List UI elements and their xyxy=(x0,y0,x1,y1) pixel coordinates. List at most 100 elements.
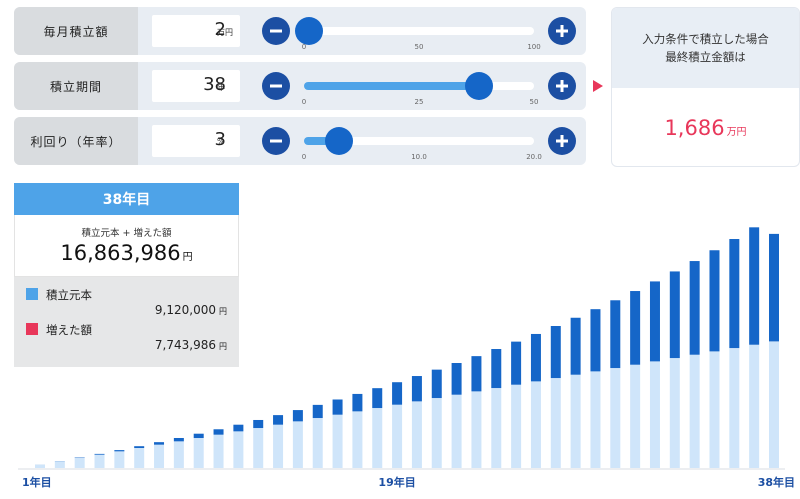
bar-principal-9 xyxy=(193,438,204,468)
period-slider-thumb[interactable] xyxy=(464,72,493,100)
bar-principal-19 xyxy=(392,404,403,468)
bar-principal-24 xyxy=(491,388,502,468)
summary-breakdown: 積立元本 9,120,000 円 増えた額 7,743,986 円 xyxy=(14,277,239,367)
monthly-amount-plus-button[interactable] xyxy=(548,17,576,45)
result-amount: 1,686 xyxy=(664,115,725,140)
yield-plus-button[interactable] xyxy=(548,127,576,155)
period-input[interactable]: 38 xyxy=(152,70,240,102)
yield-slider-thumb[interactable] xyxy=(324,127,353,155)
bar-principal-16 xyxy=(332,414,343,468)
summary-total-box: 積立元本 + 増えた額 16,863,986 円 xyxy=(14,215,239,277)
x-tick-label-38: 38年目 xyxy=(758,475,795,489)
period-slider[interactable] xyxy=(304,82,534,90)
monthly-amount-tick-min: 0 xyxy=(301,43,307,51)
bar-gain-36 xyxy=(729,239,740,349)
bar-gain-24 xyxy=(491,349,502,389)
bar-principal-33 xyxy=(669,358,680,468)
bar-principal-15 xyxy=(312,418,323,468)
period-value: 38 xyxy=(203,74,226,95)
bar-gain-20 xyxy=(411,376,422,402)
summary-total-value: 16,863,986 xyxy=(60,241,181,265)
period-row: 積立期間 38 年 0 25 50 xyxy=(14,62,586,110)
period-plus-button[interactable] xyxy=(548,72,576,100)
bar-principal-23 xyxy=(471,391,482,468)
bar-gain-4 xyxy=(94,453,105,455)
result-arrow-icon xyxy=(593,80,603,92)
bar-gain-5 xyxy=(114,450,125,452)
monthly-amount-value: 2 xyxy=(214,19,226,40)
result-body: 1,686 万円 xyxy=(612,88,799,166)
bar-principal-7 xyxy=(154,444,165,468)
period-minus-button[interactable] xyxy=(262,72,290,100)
result-unit: 万円 xyxy=(726,127,747,138)
bar-principal-25 xyxy=(511,384,522,468)
period-label: 積立期間 xyxy=(14,62,138,110)
monthly-amount-slider-thumb[interactable] xyxy=(294,17,323,45)
bar-principal-32 xyxy=(649,361,660,468)
bar-principal-13 xyxy=(273,424,284,468)
period-slider-fill xyxy=(304,82,479,90)
bar-gain-22 xyxy=(451,363,462,395)
bar-gain-33 xyxy=(669,271,680,359)
bar-principal-4 xyxy=(94,454,105,468)
chart-bars xyxy=(35,227,779,468)
yield-input[interactable]: 3 xyxy=(152,125,240,157)
bar-gain-38 xyxy=(769,233,779,342)
result-panel: 入力条件で積立した場合 最終積立金額は 1,686 万円 xyxy=(611,7,800,167)
bar-gain-27 xyxy=(550,326,561,379)
bar-gain-16 xyxy=(332,399,343,415)
bar-principal-36 xyxy=(729,348,740,468)
summary-total-yen: 円 xyxy=(182,252,193,263)
result-header: 入力条件で積立した場合 最終積立金額は xyxy=(612,8,799,88)
gain-value-yen: 円 xyxy=(219,342,227,351)
bar-gain-9 xyxy=(193,433,204,439)
principal-legend-label: 積立元本 xyxy=(46,288,92,302)
bar-gain-18 xyxy=(372,388,383,409)
bar-gain-8 xyxy=(173,437,184,442)
bar-gain-25 xyxy=(511,341,522,385)
bar-gain-37 xyxy=(749,227,760,345)
x-tick-label-1: 1年目 xyxy=(22,475,52,489)
period-tick-mid: 25 xyxy=(414,98,424,106)
bar-principal-34 xyxy=(689,354,700,468)
yield-minus-button[interactable] xyxy=(262,127,290,155)
principal-legend-icon xyxy=(26,288,38,300)
plus-icon xyxy=(556,80,568,92)
bar-principal-10 xyxy=(213,434,224,468)
yield-slider[interactable] xyxy=(304,137,534,145)
bar-gain-19 xyxy=(392,382,403,405)
period-unit: 年 xyxy=(217,83,225,92)
bar-principal-12 xyxy=(253,428,264,468)
yield-tick-min: 0 xyxy=(301,153,307,161)
result-caption-line2: 最終積立金額は xyxy=(665,50,746,64)
yield-label: 利回り（年率） xyxy=(14,117,138,165)
bar-gain-17 xyxy=(352,393,363,412)
gain-legend-icon xyxy=(26,323,38,335)
bar-gain-31 xyxy=(630,291,641,365)
bar-gain-12 xyxy=(253,419,264,429)
bar-principal-26 xyxy=(530,381,541,468)
bar-principal-21 xyxy=(431,398,442,468)
monthly-amount-tick-max: 100 xyxy=(527,43,541,51)
minus-icon xyxy=(270,139,282,143)
bar-principal-22 xyxy=(451,394,462,468)
bar-gain-29 xyxy=(590,309,601,372)
bar-gain-14 xyxy=(292,410,303,422)
bar-gain-32 xyxy=(649,281,660,362)
yield-unit: % xyxy=(217,137,225,146)
bar-principal-37 xyxy=(749,344,760,468)
chart-x-ticks: 1年目 19年目 38年目 xyxy=(22,475,795,489)
plus-icon xyxy=(556,135,568,147)
monthly-amount-row: 毎月積立額 2 万円 0 50 100 xyxy=(14,7,586,55)
monthly-amount-minus-button[interactable] xyxy=(262,17,290,45)
period-tick-min: 0 xyxy=(301,98,307,106)
monthly-amount-tick-mid: 50 xyxy=(414,43,424,51)
summary-card: 38年目 積立元本 + 増えた額 16,863,986 円 積立元本 9,120,… xyxy=(14,183,239,367)
bar-gain-34 xyxy=(689,261,700,355)
monthly-amount-unit: 万円 xyxy=(217,28,233,37)
summary-total: 16,863,986 円 xyxy=(15,241,238,265)
plus-icon xyxy=(556,25,568,37)
monthly-amount-input[interactable]: 2 xyxy=(152,15,240,47)
x-tick-label-19: 19年目 xyxy=(378,475,415,489)
bar-gain-21 xyxy=(431,369,442,399)
